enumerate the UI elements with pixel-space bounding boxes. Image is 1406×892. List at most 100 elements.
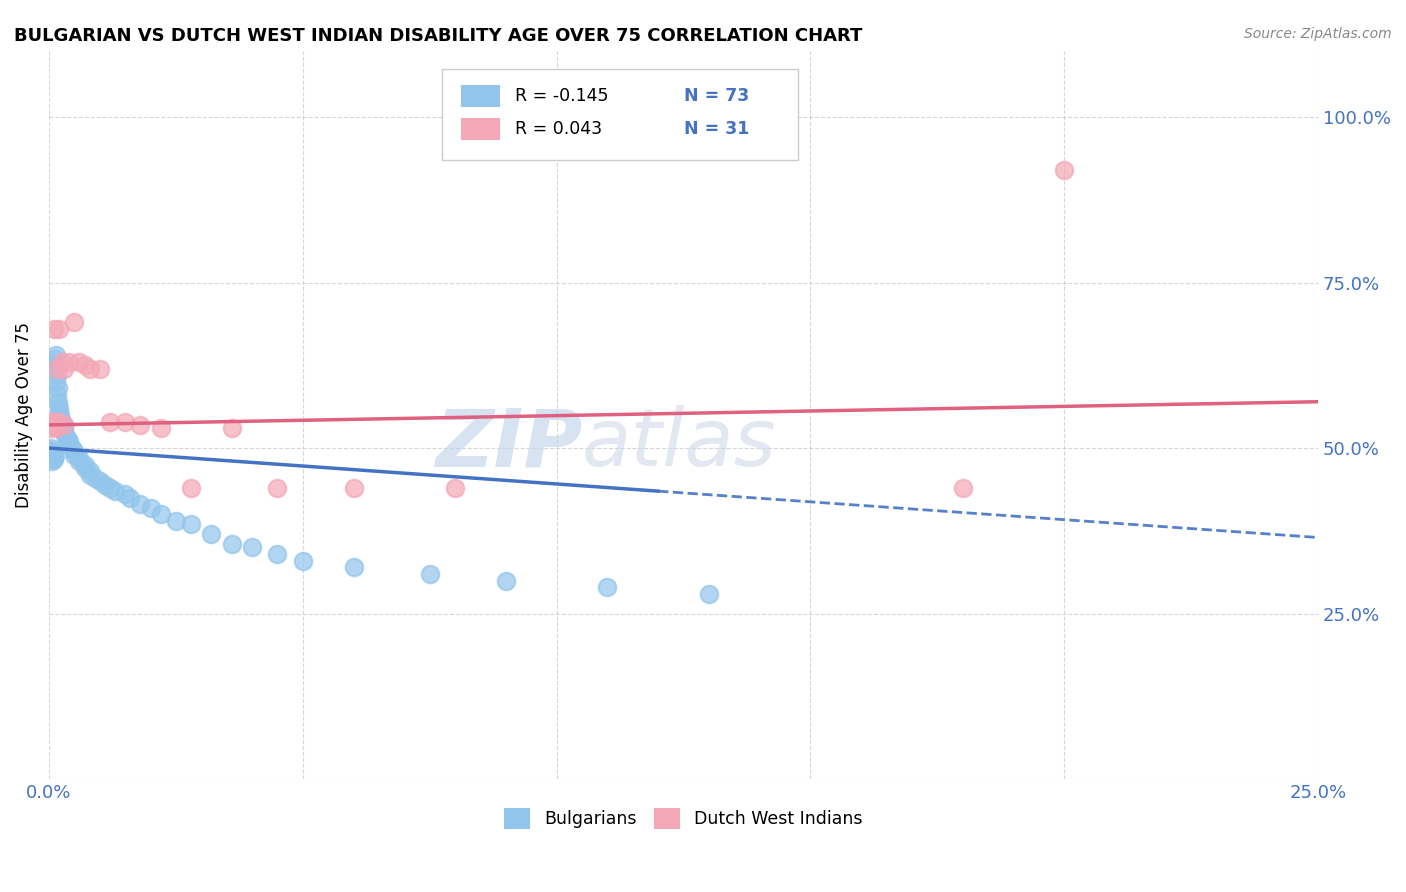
Point xyxy=(89,361,111,376)
Point xyxy=(45,348,67,362)
Point xyxy=(63,315,86,329)
Point xyxy=(697,587,720,601)
Point xyxy=(73,458,96,472)
Point xyxy=(114,487,136,501)
Point xyxy=(41,448,63,462)
Point xyxy=(53,361,76,376)
Point xyxy=(45,361,67,376)
Point xyxy=(495,574,517,588)
Point xyxy=(240,541,263,555)
Point xyxy=(67,454,90,468)
Text: atlas: atlas xyxy=(582,405,776,483)
Point xyxy=(51,416,73,430)
Point xyxy=(83,471,105,485)
FancyBboxPatch shape xyxy=(461,85,499,107)
Point xyxy=(42,450,65,465)
Point xyxy=(221,537,243,551)
Point xyxy=(98,415,121,429)
Point xyxy=(44,359,66,373)
Point xyxy=(342,560,364,574)
Point xyxy=(180,517,202,532)
Point xyxy=(58,438,80,452)
Point xyxy=(45,368,67,383)
Point xyxy=(94,477,117,491)
Point xyxy=(42,449,65,463)
Y-axis label: Disability Age Over 75: Disability Age Over 75 xyxy=(15,322,32,508)
Point xyxy=(129,497,152,511)
Point xyxy=(41,417,63,432)
Point xyxy=(51,355,73,369)
Point xyxy=(952,481,974,495)
Point xyxy=(42,446,65,460)
Text: R = 0.043: R = 0.043 xyxy=(515,120,602,138)
Point xyxy=(44,351,66,366)
Point xyxy=(266,481,288,495)
Point xyxy=(42,452,65,467)
Legend: Bulgarians, Dutch West Indians: Bulgarians, Dutch West Indians xyxy=(498,801,870,836)
Point xyxy=(63,448,86,462)
Point xyxy=(42,450,65,464)
Point xyxy=(55,431,77,445)
Point xyxy=(42,448,65,462)
Point xyxy=(42,450,65,465)
Point xyxy=(67,450,90,465)
Point xyxy=(79,464,101,478)
Point xyxy=(46,382,69,396)
Point xyxy=(58,434,80,449)
Point xyxy=(46,388,69,402)
Point xyxy=(60,441,83,455)
Text: Source: ZipAtlas.com: Source: ZipAtlas.com xyxy=(1244,27,1392,41)
FancyBboxPatch shape xyxy=(461,119,499,140)
Point xyxy=(596,580,619,594)
Text: ZIP: ZIP xyxy=(434,405,582,483)
Point xyxy=(42,448,65,462)
Point xyxy=(42,415,65,429)
Point xyxy=(98,481,121,495)
Point xyxy=(44,417,66,432)
FancyBboxPatch shape xyxy=(443,69,797,160)
Point xyxy=(1053,162,1076,177)
Point xyxy=(149,508,172,522)
Point xyxy=(444,481,467,495)
Text: BULGARIAN VS DUTCH WEST INDIAN DISABILITY AGE OVER 75 CORRELATION CHART: BULGARIAN VS DUTCH WEST INDIAN DISABILIT… xyxy=(14,27,862,45)
Point xyxy=(41,415,63,429)
Text: N = 31: N = 31 xyxy=(683,120,749,138)
Point xyxy=(48,401,70,416)
Point xyxy=(46,361,69,376)
Point xyxy=(139,500,162,515)
Point xyxy=(48,415,70,429)
Point xyxy=(419,566,441,581)
Point xyxy=(45,421,67,435)
Point xyxy=(53,425,76,439)
Point xyxy=(41,444,63,458)
Point xyxy=(165,514,187,528)
Point xyxy=(67,355,90,369)
Point xyxy=(342,481,364,495)
Point xyxy=(41,454,63,468)
Point xyxy=(39,448,62,462)
Point xyxy=(49,408,72,422)
Text: R = -0.145: R = -0.145 xyxy=(515,87,609,105)
Point xyxy=(48,405,70,419)
Point xyxy=(46,394,69,409)
Point xyxy=(73,359,96,373)
Point xyxy=(266,547,288,561)
Point xyxy=(291,554,314,568)
Point xyxy=(89,474,111,488)
Point xyxy=(104,484,127,499)
Point xyxy=(51,415,73,429)
Point xyxy=(45,375,67,389)
Point xyxy=(79,467,101,482)
Point xyxy=(120,491,142,505)
Point xyxy=(42,322,65,336)
Point xyxy=(114,415,136,429)
Text: N = 73: N = 73 xyxy=(683,87,749,105)
Point xyxy=(200,527,222,541)
Point xyxy=(41,448,63,462)
Point xyxy=(53,417,76,432)
Point xyxy=(53,427,76,442)
Point xyxy=(49,411,72,425)
Point xyxy=(63,444,86,458)
Point xyxy=(42,450,65,465)
Point xyxy=(41,450,63,465)
